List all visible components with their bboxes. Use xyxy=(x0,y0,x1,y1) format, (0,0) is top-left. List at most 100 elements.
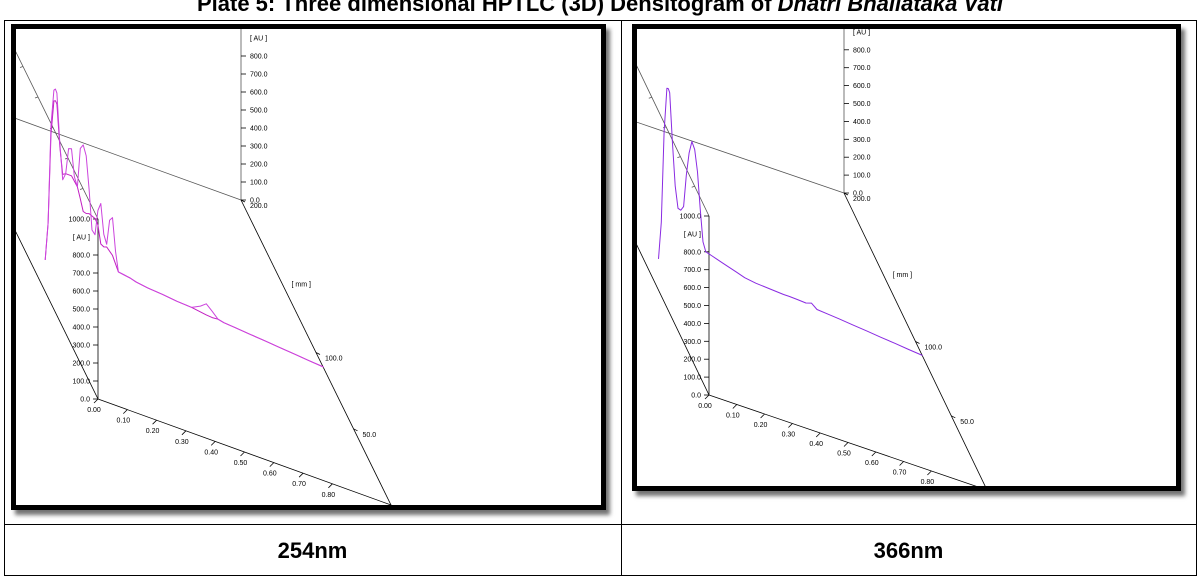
right-y-tick-label: 200.0 xyxy=(250,162,268,169)
x-tick xyxy=(815,432,821,438)
right-y-tick-label: 100.0 xyxy=(853,173,871,180)
x-tick-label: 0.00 xyxy=(698,403,712,410)
caption-254nm: 254nm xyxy=(277,538,348,563)
x-tick-label: 0.40 xyxy=(204,449,218,456)
x-tick-label: 0.70 xyxy=(893,470,907,477)
edge-tick xyxy=(79,188,84,190)
x-tick-label: 0.10 xyxy=(726,413,740,420)
depth-tick xyxy=(315,352,321,355)
x-axis-line xyxy=(708,394,977,486)
right-y-tick-label: 700.0 xyxy=(250,72,268,79)
right-y-tick-label: 500.0 xyxy=(853,101,871,108)
y-tick-label: 1000.0 xyxy=(680,214,702,221)
depth-tick xyxy=(353,428,358,432)
edge-tick xyxy=(19,66,24,68)
y-tick-label: 400.0 xyxy=(72,325,90,332)
edge-tick xyxy=(34,96,39,99)
x-tick-label: 0.60 xyxy=(263,471,277,478)
x-tick xyxy=(927,470,932,476)
y-tick-label: 100.0 xyxy=(72,379,90,386)
table-column-divider xyxy=(621,20,622,576)
x-tick xyxy=(788,423,793,428)
densitogram-chart-366nm: All tracks @ 366 nm0.0100.0200.0300.0400… xyxy=(637,29,986,486)
table-border-left xyxy=(4,20,5,576)
depth-tick xyxy=(915,341,920,344)
y-axis-label: [ AU ] xyxy=(684,231,701,238)
x-tick-label: 0.30 xyxy=(782,432,796,439)
right-y-tick-label: 800.0 xyxy=(853,47,871,54)
right-y-tick-label: 500.0 xyxy=(250,108,268,115)
x-tick-label: 0.50 xyxy=(234,460,248,467)
densitogram-chart-254nm: All tracks @ all wavelengths0.0100.0200.… xyxy=(16,29,392,505)
back-floor-line xyxy=(637,121,845,194)
depth-tick-label: 100.0 xyxy=(925,345,943,352)
x-tick xyxy=(181,430,187,436)
depth-tick-label: 200.0 xyxy=(853,196,871,203)
depth-tick xyxy=(240,199,246,203)
y-tick-label: 500.0 xyxy=(72,307,90,314)
y-tick-label: 600.0 xyxy=(72,289,90,296)
depth-axis-line-left xyxy=(16,231,99,400)
x-tick xyxy=(210,441,216,446)
edge-tick xyxy=(648,96,652,99)
depth-tick xyxy=(843,192,849,196)
y-tick-label: 600.0 xyxy=(683,285,701,292)
x-tick xyxy=(152,419,157,425)
x-tick-label: 0.00 xyxy=(87,407,101,414)
right-y-tick-label: 300.0 xyxy=(853,137,871,144)
right-y-tick-label: 100.0 xyxy=(250,180,268,187)
page-title: Plate 5: Three dimensional HPTLC (3D) De… xyxy=(0,0,1200,17)
right-y-axis-label: [ AU ] xyxy=(853,29,870,36)
y-tick-label: 700.0 xyxy=(683,267,701,274)
x-tick-label: 0.30 xyxy=(175,439,189,446)
x-tick-label: 0.20 xyxy=(146,428,160,435)
right-y-tick-label: 0.0 xyxy=(250,198,260,205)
x-tick xyxy=(123,409,128,414)
edge-tick xyxy=(691,185,695,188)
right-y-tick-label: 300.0 xyxy=(250,144,268,151)
y-tick-label: 200.0 xyxy=(72,361,90,368)
depth-axis-label: [ mm ] xyxy=(893,272,912,279)
right-y-axis-label: [ AU ] xyxy=(250,36,267,43)
series-line-1 xyxy=(44,88,324,368)
y-axis-label: [ AU ] xyxy=(73,235,90,242)
x-tick-label: 0.80 xyxy=(921,479,935,486)
depth-axis-label: [ mm ] xyxy=(292,281,311,288)
x-tick xyxy=(298,472,304,478)
depth-tick-label: 200.0 xyxy=(250,203,268,210)
x-tick-label: 0.40 xyxy=(809,441,823,448)
y-tick-label: 800.0 xyxy=(72,253,90,260)
x-tick xyxy=(240,451,245,457)
back-floor-line xyxy=(16,118,242,201)
x-tick xyxy=(899,461,904,466)
depth-axis-line-left xyxy=(637,244,710,396)
y-tick-label: 700.0 xyxy=(72,271,90,278)
caption-366nm: 366nm xyxy=(873,538,944,563)
y-tick-label: 200.0 xyxy=(683,357,701,364)
title-band: Plate 5: Three dimensional HPTLC (3D) De… xyxy=(0,0,1200,22)
x-tick xyxy=(269,462,275,467)
right-y-tick-label: 200.0 xyxy=(853,155,871,162)
table-border-top xyxy=(4,20,1197,21)
x-tick xyxy=(871,451,877,457)
densitogram-panel-254nm: All tracks @ all wavelengths0.0100.0200.… xyxy=(11,24,606,510)
y-tick-label: 300.0 xyxy=(72,343,90,350)
x-tick-label: 0.70 xyxy=(292,481,306,488)
y-tick-label: 500.0 xyxy=(683,303,701,310)
right-y-tick-label: 700.0 xyxy=(853,65,871,72)
table-border-right xyxy=(1196,20,1197,576)
depth-axis-line-right xyxy=(843,192,986,486)
table-row-divider xyxy=(4,524,1197,525)
x-tick-label: 0.20 xyxy=(754,422,768,429)
right-y-tick-label: 600.0 xyxy=(853,83,871,90)
x-tick-label: 0.50 xyxy=(837,451,851,458)
right-y-tick-label: 400.0 xyxy=(250,126,268,133)
y-tick-label: 100.0 xyxy=(683,375,701,382)
right-y-tick-label: 400.0 xyxy=(853,119,871,126)
y-tick-label: 0.0 xyxy=(691,393,701,400)
y-tick-label: 0.0 xyxy=(80,397,90,404)
page-title-species: Dhatri Bhallataka Vati xyxy=(777,0,1004,16)
x-tick-label: 0.80 xyxy=(322,492,336,499)
y-tick-label: 1000.0 xyxy=(69,217,91,224)
page-title-prefix: Plate 5: Three dimensional HPTLC (3D) De… xyxy=(196,0,778,16)
